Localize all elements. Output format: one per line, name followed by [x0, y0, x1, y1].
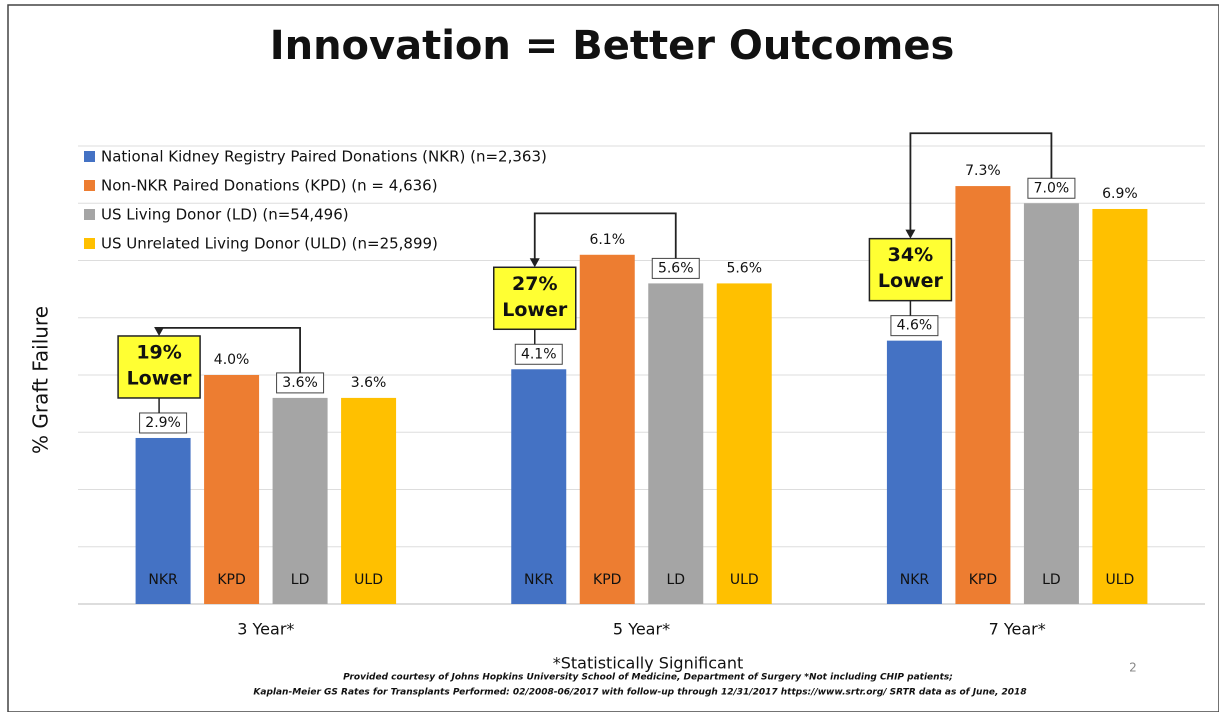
- legend-swatch: [84, 151, 95, 162]
- value-label-box: [890, 315, 939, 337]
- y-axis-label: % Graft Failure: [29, 306, 53, 454]
- annotation-box: [117, 335, 201, 399]
- value-label: 6.9%: [1102, 186, 1138, 202]
- value-label: 4.1%: [521, 346, 557, 362]
- source-line: Kaplan-Meier GS Rates for Transplants Pe…: [253, 688, 1026, 698]
- value-label: 4.0%: [214, 352, 250, 368]
- annotation-text: Lower: [502, 299, 568, 321]
- bar-abbr: KPD: [217, 572, 245, 588]
- bar: [886, 340, 942, 604]
- legend-label: National Kidney Registry Paired Donation…: [101, 148, 547, 166]
- value-label: 3.6%: [282, 375, 318, 391]
- x-tick-label: 3 Year*: [237, 620, 294, 639]
- bar: [579, 254, 635, 604]
- x-tick-label: 7 Year*: [989, 620, 1046, 639]
- annotation-text: Lower: [878, 270, 944, 292]
- bar: [716, 283, 772, 604]
- legend-label: US Living Donor (LD) (n=54,496): [101, 206, 349, 224]
- legend-label: US Unrelated Living Donor (ULD) (n=25,89…: [101, 235, 438, 253]
- bracket: [909, 132, 1053, 237]
- value-label: 6.1%: [589, 232, 625, 248]
- bar: [1023, 203, 1079, 604]
- value-label: 5.6%: [658, 260, 694, 276]
- annotation-text: Lower: [127, 367, 193, 389]
- bar-abbr: ULD: [730, 572, 759, 588]
- bar: [955, 186, 1011, 604]
- arrow-head: [905, 229, 916, 239]
- value-label: 7.0%: [1034, 180, 1070, 196]
- value-label: 5.6%: [726, 260, 762, 276]
- value-label: 4.6%: [897, 318, 933, 334]
- bar: [648, 283, 704, 604]
- arrow-head: [154, 326, 165, 336]
- chart-title: Innovation = Better Outcomes: [270, 23, 955, 69]
- legend-swatch: [84, 209, 95, 220]
- annotation-text: 27%: [512, 273, 557, 295]
- bar-abbr: ULD: [1106, 572, 1135, 588]
- bracket: [533, 212, 677, 266]
- bar: [135, 437, 191, 604]
- value-label-box: [139, 412, 188, 434]
- bar-abbr: NKR: [148, 572, 178, 588]
- bar-abbr: NKR: [900, 572, 930, 588]
- annotation-box: [493, 266, 577, 331]
- bar-abbr: LD: [1042, 572, 1061, 588]
- bar-abbr: KPD: [969, 572, 997, 588]
- bar-abbr: LD: [291, 572, 310, 588]
- bar-abbr: KPD: [593, 572, 621, 588]
- arrow-head: [529, 258, 540, 268]
- bar: [341, 397, 397, 604]
- bar-abbr: LD: [666, 572, 685, 588]
- value-label: 3.6%: [351, 375, 387, 391]
- bar-abbr: NKR: [524, 572, 554, 588]
- annotation-box: [868, 237, 953, 302]
- x-tick-label: 5 Year*: [613, 620, 670, 639]
- legend-label: Non-NKR Paired Donations (KPD) (n = 4,63…: [101, 177, 438, 195]
- footnote: *Statistically Significant: [553, 654, 744, 673]
- bar: [511, 369, 567, 604]
- page-number: 2: [1129, 661, 1137, 675]
- source-line: Provided courtesy of Johns Hopkins Unive…: [343, 673, 953, 683]
- legend-swatch: [84, 180, 95, 191]
- value-label: 7.3%: [965, 163, 1001, 179]
- annotation-text: 19%: [136, 341, 181, 363]
- bar: [204, 375, 260, 604]
- bar: [1092, 208, 1148, 604]
- bar: [272, 397, 328, 604]
- bar-abbr: ULD: [354, 572, 383, 588]
- legend-swatch: [84, 238, 95, 249]
- value-label-box: [514, 343, 563, 365]
- annotation-text: 34%: [888, 244, 933, 266]
- value-label: 2.9%: [145, 415, 181, 431]
